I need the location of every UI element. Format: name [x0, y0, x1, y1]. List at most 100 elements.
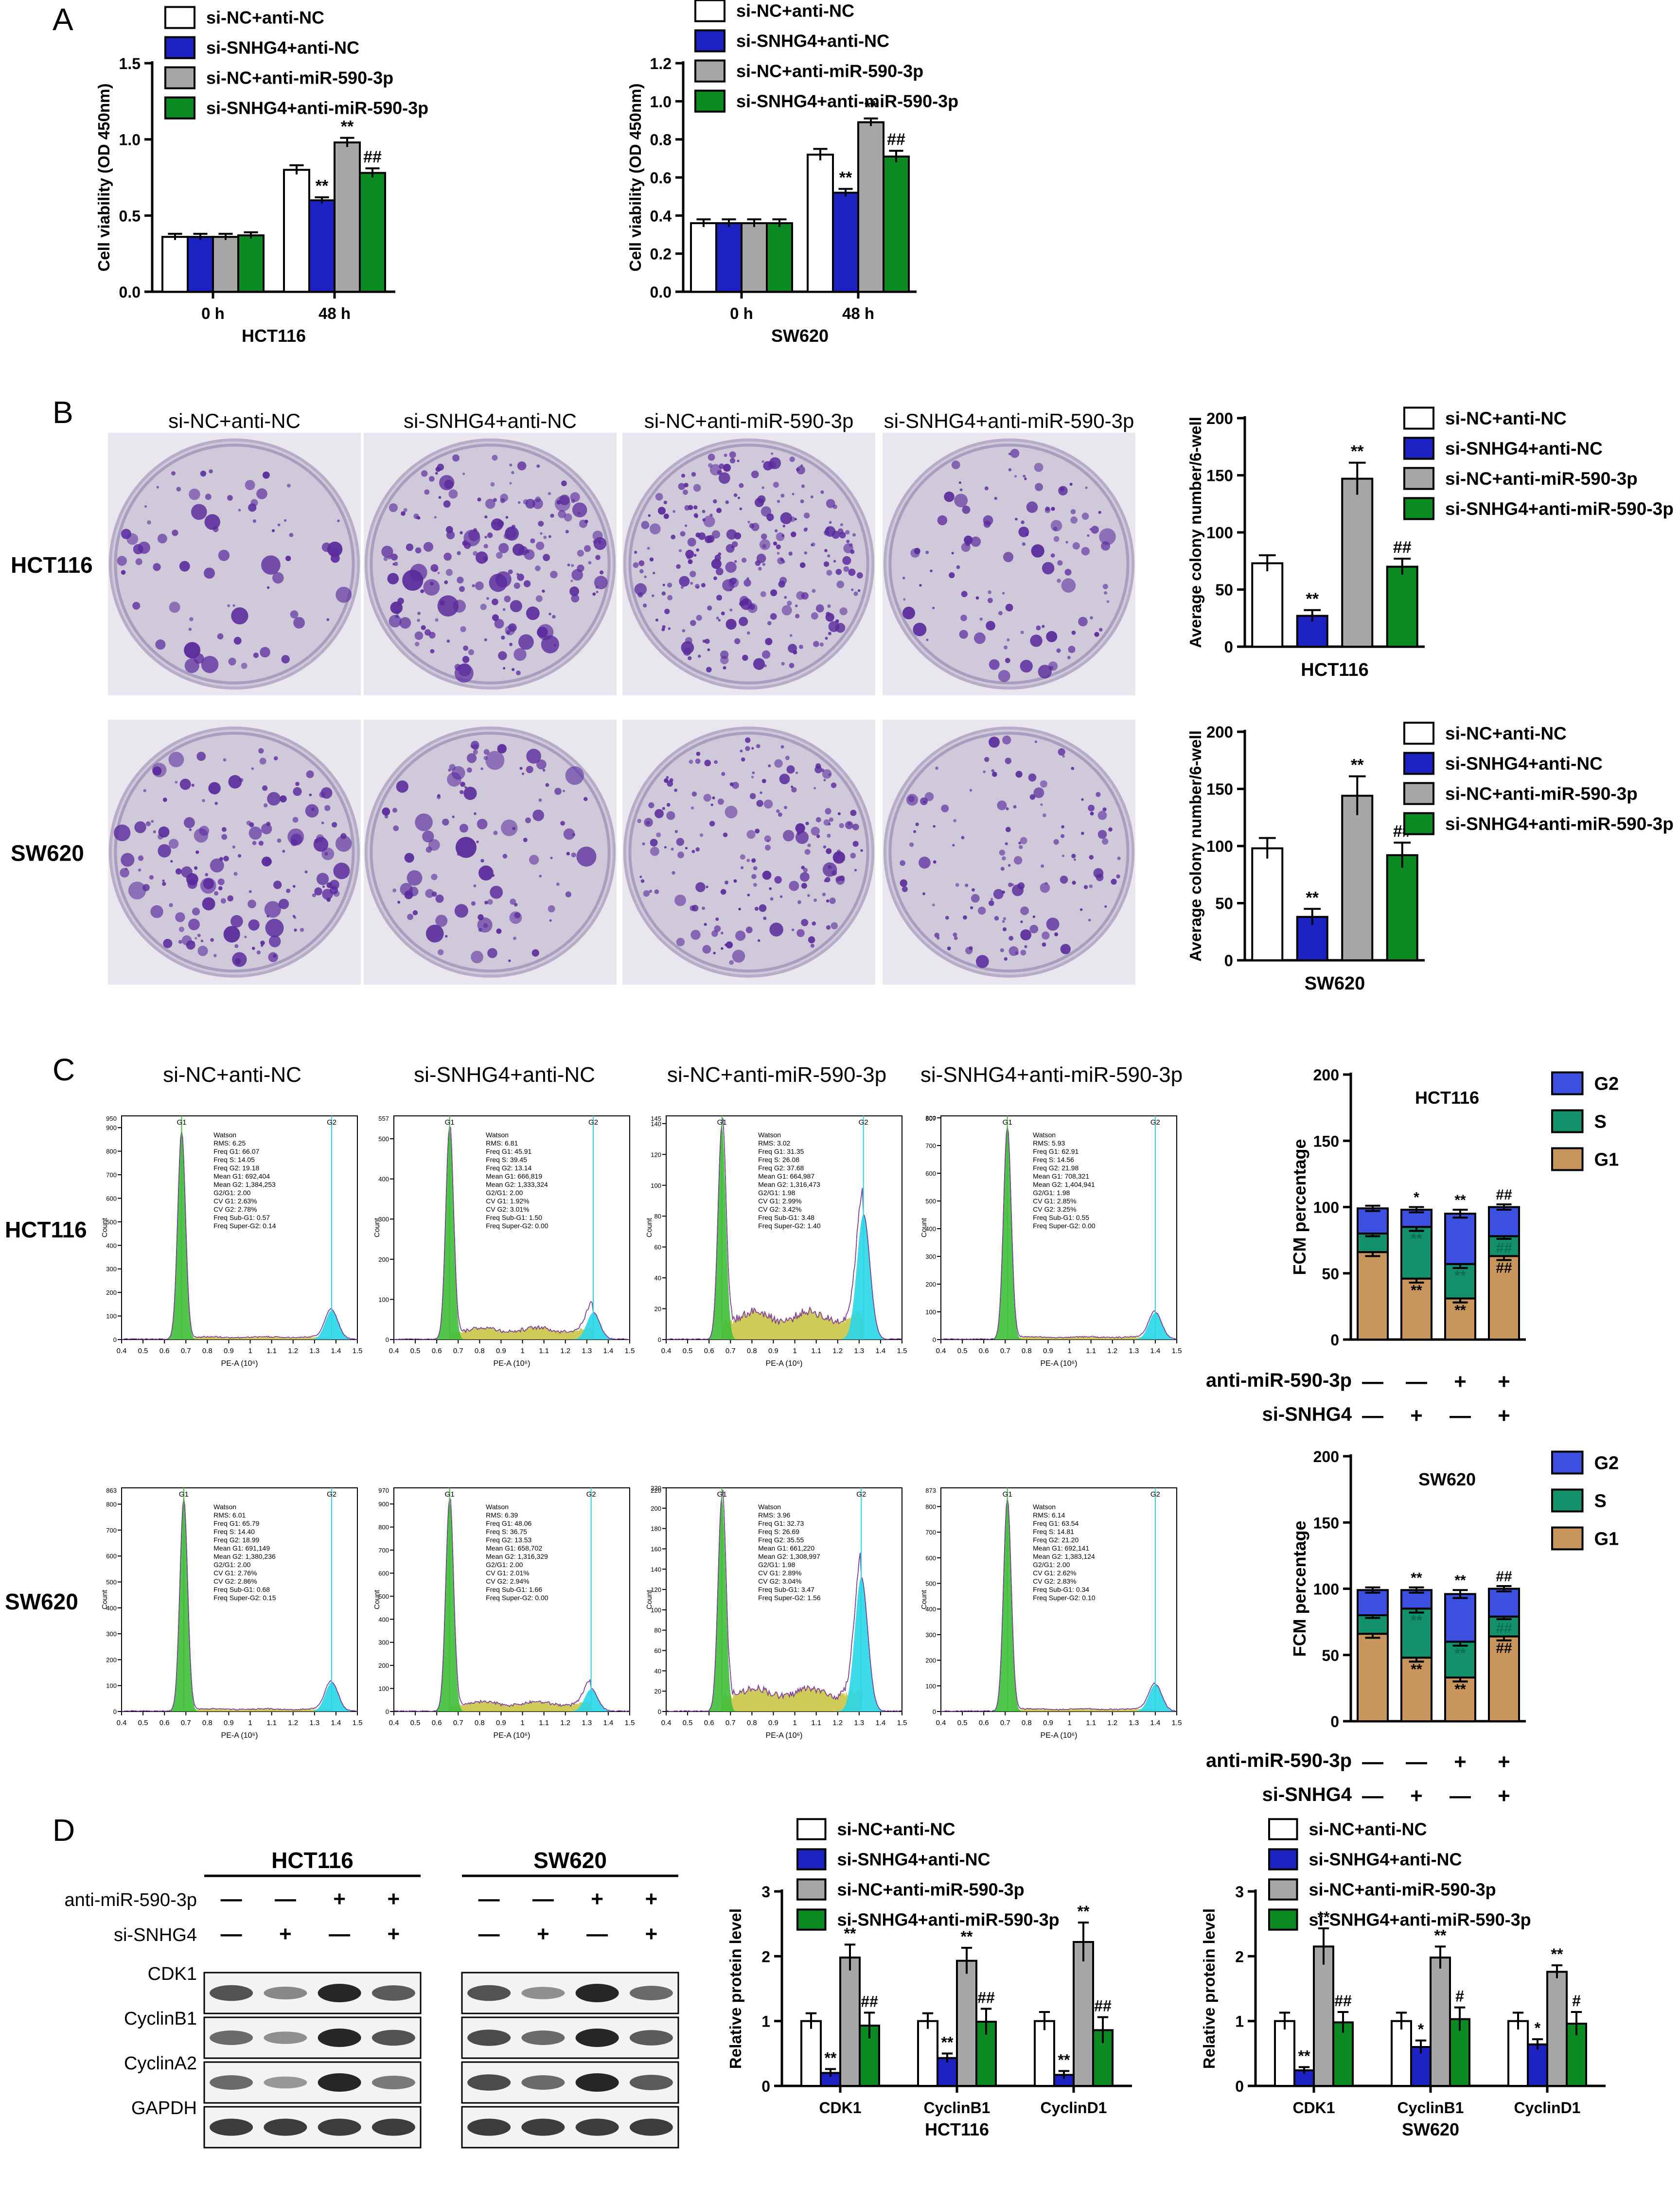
colony: [424, 629, 431, 636]
colony: [693, 484, 701, 492]
colony: [811, 612, 818, 620]
y-axis-title: Count: [373, 1218, 381, 1237]
significance-mark: **: [1411, 1570, 1422, 1586]
colony: [268, 935, 281, 948]
colony: [680, 531, 686, 537]
y-max-label: 220: [651, 1487, 661, 1494]
colony: [510, 600, 522, 613]
column-header: si-SNHG4+anti-NC: [404, 409, 577, 432]
colony: [420, 589, 424, 593]
colony: [1003, 552, 1014, 563]
treatment-sign: +: [1498, 1784, 1510, 1808]
treatment-sign: +: [388, 1922, 400, 1946]
y-tick-label: 3: [1235, 1883, 1244, 1901]
colony: [150, 905, 163, 918]
colony: [512, 827, 515, 830]
x-axis-title: PE-A (10⁶): [766, 1731, 803, 1740]
colony: [746, 829, 756, 839]
colony: [529, 855, 539, 865]
colony: [560, 821, 565, 826]
protein-band: [371, 2075, 415, 2090]
colony: [668, 627, 671, 630]
significance-mark: **: [839, 169, 852, 187]
colony: [720, 650, 729, 659]
y-tick-label: 200: [1313, 1448, 1339, 1465]
colony: [1038, 665, 1052, 679]
colony: [666, 776, 669, 779]
bar: [359, 172, 386, 293]
colony-plate: [622, 720, 875, 985]
colony: [191, 783, 195, 787]
bar: [917, 2020, 938, 2087]
legend-label: si-NC+anti-miR-590-3p: [837, 1880, 1025, 1900]
colony: [676, 937, 685, 947]
colony: [707, 648, 710, 652]
stats-line: Freq G1: 63.54: [1033, 1519, 1079, 1527]
treatment-sign: +: [1410, 1784, 1423, 1808]
colony: [1030, 635, 1043, 647]
colony: [989, 736, 1000, 748]
colony: [421, 470, 428, 477]
x-tick-label: 1.5: [353, 1347, 363, 1355]
y-tick-label: 60: [654, 1244, 661, 1251]
colony: [696, 615, 702, 621]
colony: [261, 555, 281, 575]
flow-histogram: 0.4 0.5 0.6 0.7 0.8 0.9 1 1.1 1.2 1.3 1.4 1.5PE-A (…: [645, 1484, 907, 1740]
colony: [1068, 646, 1076, 653]
colony: [567, 564, 570, 566]
colony: [752, 771, 755, 775]
colony: [1005, 658, 1010, 663]
colony: [577, 565, 584, 572]
bar: [1332, 2021, 1354, 2087]
g2-peak-label: G2: [327, 1118, 336, 1127]
treatment-label: si-SNHG4: [1262, 1404, 1352, 1425]
colony: [444, 580, 448, 584]
significance-mark: **: [1411, 1283, 1422, 1299]
colony: [733, 879, 736, 882]
bar: [1386, 565, 1418, 648]
y-tick-label: 1: [1235, 2013, 1244, 2030]
stats-line: Freq G1: 66.07: [213, 1147, 259, 1155]
colony: [312, 893, 316, 898]
significance-mark: **: [961, 1928, 973, 1945]
colony: [430, 564, 439, 572]
x-tick-label: 1.4: [1150, 1719, 1160, 1727]
legend-label: si-NC+anti-miR-590-3p: [736, 61, 923, 81]
colony: [486, 597, 489, 600]
colony: [922, 892, 925, 896]
colony: [690, 582, 693, 585]
colony: [932, 903, 935, 907]
s-phase-area: [122, 1337, 357, 1340]
colony: [964, 535, 973, 545]
colony: [1031, 544, 1044, 558]
x-tick-label: 0.7: [453, 1719, 463, 1727]
legend-swatch: [694, 0, 725, 22]
colony: [542, 769, 546, 772]
colony: [745, 926, 753, 934]
colony: [455, 837, 477, 858]
colony: [158, 834, 163, 840]
significance-mark: **: [825, 2049, 837, 2066]
x-tick-label: 1.5: [897, 1347, 907, 1355]
colony: [788, 644, 797, 653]
colony: [745, 746, 750, 751]
colony: [937, 515, 948, 526]
treatment-sign: +: [537, 1922, 549, 1946]
y-tick-label: 20: [654, 1306, 661, 1313]
treatment-sign: —: [1406, 1370, 1427, 1394]
colony: [825, 808, 831, 815]
colony: [1048, 661, 1058, 671]
legend-label: S: [1594, 1112, 1607, 1132]
y-tick-label: 200: [378, 1662, 389, 1669]
stats-line: Freq G2: 21.98: [1033, 1164, 1079, 1172]
colony: [655, 618, 659, 622]
colony: [983, 515, 993, 526]
legend: si-NC+anti-NCsi-SNHG4+anti-NCsi-NC+anti-…: [164, 6, 428, 120]
colony: [1054, 932, 1059, 936]
protein-band: [521, 2030, 565, 2045]
colony: [478, 865, 494, 881]
colony: [271, 529, 275, 532]
